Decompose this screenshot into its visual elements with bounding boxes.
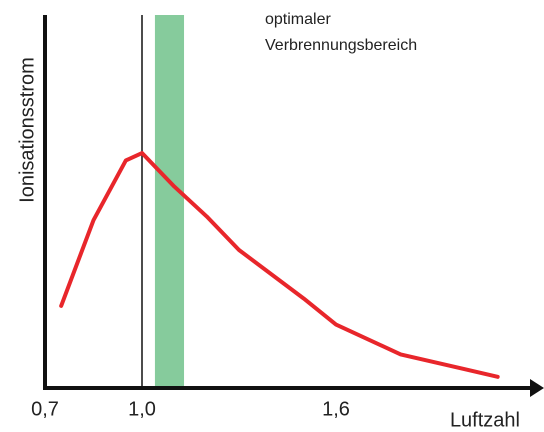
x-tick-label: 1,6 [322, 398, 350, 420]
x-axis-label: Luftzahl [450, 409, 520, 431]
optimal-band [154, 15, 185, 388]
x-tick-label: 1,0 [128, 398, 156, 420]
x-tick-label: 0,7 [31, 398, 59, 420]
band-label: Verbrennungsbereich [265, 37, 417, 54]
y-axis-label: Ionisationsstrom [16, 57, 38, 203]
series-line [59, 151, 500, 379]
band-label: optimaler [265, 11, 331, 28]
x-axis-arrow [530, 379, 544, 397]
